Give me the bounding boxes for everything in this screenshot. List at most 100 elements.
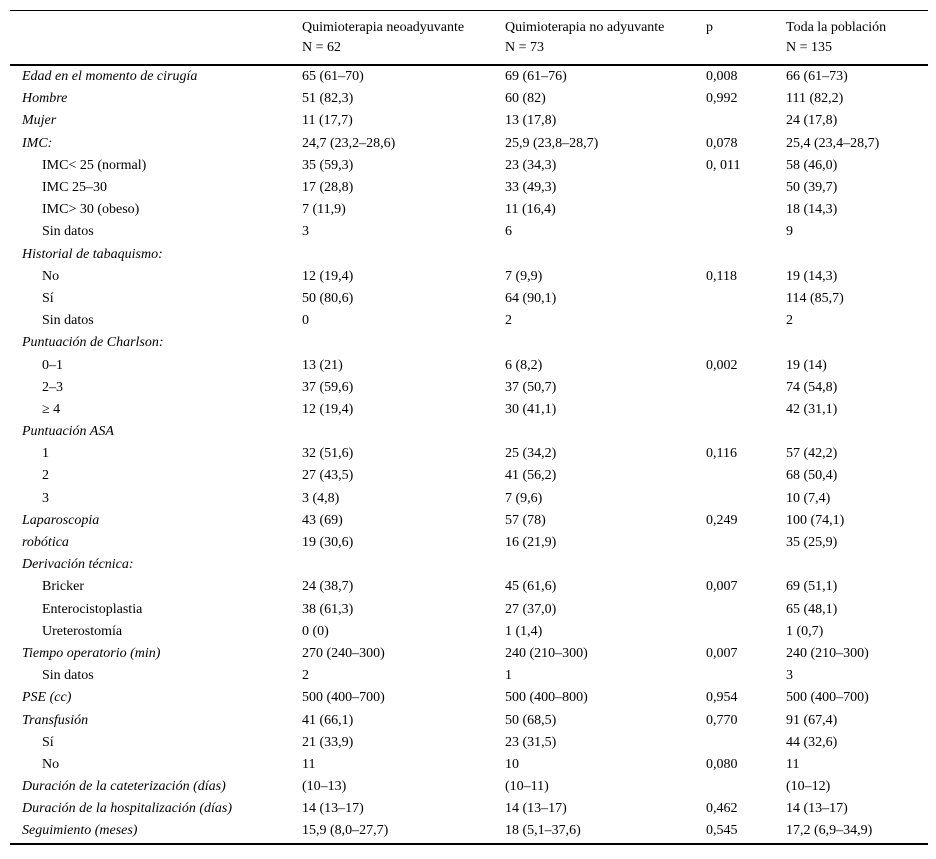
table-row: IMC: 24,7 (23,2–28,6) 25,9 (23,8–28,7) 0,07… [10,133,928,155]
cell-neoadyuvante: 11 (17,7) [302,113,353,129]
header-neoadyuvante: Quimioterapia neoadyuvante N = 62 [302,10,505,66]
cell-p-value [706,732,786,754]
cell-p-value: 0,545 [706,823,738,839]
row-label: No [42,268,60,284]
cell-total-population: 14 (13–17) [786,801,848,817]
cell-no-adyuvante: 11 (16,4) [505,202,556,218]
cell-p-value [706,377,786,399]
row-label: Ureterostomía [42,623,123,639]
row-label: Puntuación de Charlson: [22,335,164,351]
cell-total-population: 240 (210–300) [786,645,869,661]
table-row: Derivación técnica: [10,554,928,576]
cell-neoadyuvante: 12 (19,4) [302,401,354,417]
cell-no-adyuvante: 13 (17,8) [505,113,557,129]
table-row: Puntuación de Charlson: [10,332,928,354]
cell-neoadyuvante: 38 (61,3) [302,601,354,617]
header-no-adyuvante-n: N = 73 [505,40,545,55]
cell-total-population [786,332,928,354]
table-row: Sin datos 3 6 9 [10,221,928,243]
cell-p-value [706,665,786,687]
cell-no-adyuvante [505,421,706,443]
row-label: Laparoscopia [22,512,100,528]
row-label: Historial de tabaquismo: [22,246,163,262]
cell-no-adyuvante: 23 (31,5) [505,734,557,750]
cell-neoadyuvante: 500 (400–700) [302,690,385,706]
header-total-population: Toda la población N = 135 [786,10,928,66]
cell-no-adyuvante [505,244,706,266]
cell-total-population: 65 (48,1) [786,601,838,617]
cell-total-population: 91 (67,4) [786,712,838,728]
table-row: No 11 10 0,080 11 [10,754,928,776]
cell-total-population [786,554,928,576]
table-row: Puntuación ASA [10,421,928,443]
cell-total-population: 58 (46,0) [786,157,838,173]
cell-total-population: 17,2 (6,9–34,9) [786,823,873,839]
header-row: Quimioterapia neoadyuvante N = 62 Quimio… [10,10,928,66]
row-label: robótica [22,535,69,551]
table-row: No 12 (19,4) 7 (9,9) 0,118 19 (14,3) [10,266,928,288]
table-header: Quimioterapia neoadyuvante N = 62 Quimio… [10,10,928,66]
cell-total-population: 66 (61–73) [786,69,848,85]
header-no-adyuvante: Quimioterapia no adyuvante N = 73 [505,10,706,66]
cell-neoadyuvante: 17 (28,8) [302,180,354,196]
cell-total-population: 69 (51,1) [786,579,838,595]
row-label: 3 [42,490,49,506]
row-label: 0–1 [42,357,63,373]
cell-no-adyuvante: 25,9 (23,8–28,7) [505,135,599,151]
cell-p-value: 0,007 [706,579,738,595]
row-label: Puntuación ASA [22,424,114,440]
cell-p-value: 0,116 [706,446,737,462]
cell-p-value [706,310,786,332]
cell-p-value: 0, 011 [706,157,741,173]
cell-p-value [706,221,786,243]
row-label: 2–3 [42,379,63,395]
table-row: 0–1 13 (21) 6 (8,2) 0,002 19 (14) [10,354,928,376]
cell-neoadyuvante: 0 (0) [302,623,329,639]
cell-no-adyuvante: 14 (13–17) [505,801,567,817]
row-label: Sin datos [42,313,94,329]
row-label: PSE (cc) [22,690,72,706]
header-total-n: N = 135 [786,40,833,55]
header-neoadyuvante-n: N = 62 [302,40,342,55]
cell-neoadyuvante [302,554,505,576]
cell-total-population: 74 (54,8) [786,379,838,395]
row-label: IMC: [22,135,53,151]
cell-p-value [706,488,786,510]
cell-neoadyuvante: 41 (66,1) [302,712,354,728]
table-row: Seguimiento (meses) 15,9 (8,0–27,7) 18 (5,… [10,820,928,843]
cell-total-population: 35 (25,9) [786,535,838,551]
row-label: Seguimiento (meses) [22,823,138,839]
table-row: Historial de tabaquismo: [10,244,928,266]
cell-neoadyuvante: 7 (11,9) [302,202,346,218]
row-label: ≥ 4 [42,401,61,417]
row-label: Transfusión [22,712,89,728]
row-label: Sin datos [42,224,94,240]
table-row: PSE (cc) 500 (400–700) 500 (400–800) 0,954 5… [10,687,928,709]
cell-no-adyuvante: 69 (61–76) [505,69,567,85]
table-row: Duración de la cateterización (días) (10–… [10,776,928,798]
cell-total-population [786,244,928,266]
cell-no-adyuvante [505,332,706,354]
cell-p-value: 0,770 [706,712,738,728]
table-row: robótica 19 (30,6) 16 (21,9) 35 (25,9) [10,532,928,554]
cell-p-value: 0,992 [706,91,738,107]
row-label: Mujer [22,113,57,129]
cell-neoadyuvante: 35 (59,3) [302,157,354,173]
clinical-characteristics-table: Quimioterapia neoadyuvante N = 62 Quimio… [10,10,928,845]
cell-p-value: 0,249 [706,512,738,528]
cell-p-value: 0,462 [706,801,738,817]
row-label: 1 [42,446,49,462]
table-row: Laparoscopia 43 (69) 57 (78) 0,249 100 (74,1… [10,510,928,532]
table-row: IMC< 25 (normal) 35 (59,3) 23 (34,3) 0, 011… [10,155,928,177]
cell-no-adyuvante: 6 [505,224,512,240]
cell-neoadyuvante: 3 [302,224,309,240]
cell-neoadyuvante: 27 (43,5) [302,468,354,484]
cell-p-value [706,421,786,443]
cell-neoadyuvante: (10–13) [302,779,347,795]
table-row: Enterocistoplastia 38 (61,3) 27 (37,0) 65 (… [10,599,928,621]
table-row: 2 27 (43,5) 41 (56,2) 68 (50,4) [10,465,928,487]
cell-total-population: 24 (17,8) [786,113,838,129]
cell-p-value [706,110,786,132]
cell-p-value [706,288,786,310]
